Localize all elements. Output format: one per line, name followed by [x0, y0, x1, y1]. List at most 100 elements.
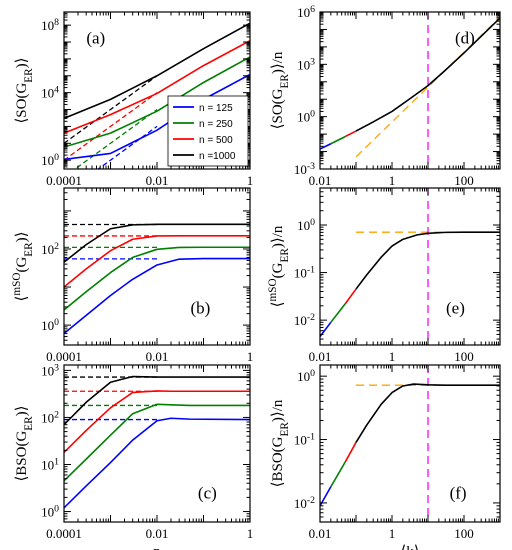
y-tick-label: 10-3: [294, 161, 315, 178]
x-tick-label: 0.01: [146, 173, 169, 188]
panel-label: (a): [86, 28, 105, 47]
legend-entry: n = 125: [199, 103, 233, 114]
axes-frame: [63, 364, 251, 523]
y-tick-label: 10-2: [294, 312, 315, 329]
x-tick-label: 0.01: [309, 526, 332, 541]
y-tick-label: 10-1: [294, 431, 315, 448]
x-tick-label: 0.01: [309, 349, 332, 364]
y-tick-label: 100: [41, 503, 59, 520]
y-tick-label: 106: [297, 4, 315, 21]
series-line-1: [64, 246, 250, 311]
series-line-3: [64, 22, 250, 120]
y-tick-label: 101: [41, 456, 59, 473]
x-tick-label: 1: [247, 173, 254, 188]
legend-entry: n =1000: [199, 151, 236, 162]
y-axis-label: ⟨BSO(GER)⟩: [14, 405, 35, 481]
x-tick-label: 1: [247, 349, 254, 364]
y-axis-label: ⟨SO(GER)⟩: [14, 57, 35, 123]
series-line-2: [344, 288, 357, 305]
panel-e: 0.01 1 100 10-2 10-1 100 ⟨mSO(GER)⟩/n (e): [267, 187, 501, 364]
x-axis-label: p: [153, 544, 161, 550]
panel-label: (c): [198, 483, 217, 502]
x-tick-label: 0.0001: [46, 349, 82, 364]
series-line-3: [64, 375, 250, 426]
y-tick-label: 100: [297, 368, 315, 385]
plot-area: [320, 12, 500, 169]
panel-f: 0.01 1 100 10-2 10-1 100 ⟨BSO(GER)⟩/n ⟨k⟩ (f): [270, 364, 501, 550]
reference-line-3: [64, 75, 158, 144]
series-line-1: [64, 56, 250, 148]
x-tick-label: 0.01: [146, 349, 169, 364]
series-line-3: [355, 231, 500, 290]
y-tick-label: 108: [41, 17, 59, 34]
series-line-1: [330, 303, 346, 323]
y-tick-label: 103: [41, 362, 59, 379]
x-tick-label: 0.01: [309, 173, 332, 188]
panel-label: (b): [190, 299, 210, 318]
x-tick-label: 100: [454, 349, 474, 364]
y-axis-label: ⟨SO(GER)⟩/n: [270, 51, 291, 129]
x-tick-label: 1: [247, 526, 254, 541]
series-line-2: [64, 390, 250, 454]
y-tick-label: 10-1: [294, 264, 315, 281]
y-tick-label: 102: [41, 240, 59, 256]
y-tick-label: 100: [41, 317, 59, 334]
panel-c: 0.0001 0.01 1 100 101 102 103 ⟨BSO(GER)⟩ p (c): [14, 362, 253, 550]
x-tick-label: 1: [389, 173, 396, 188]
legend: n = 125 n = 250 n = 500 n =1000: [167, 95, 249, 167]
y-tick-label: 100: [41, 152, 59, 169]
y-axis-label: ⟨mSO(GER)⟩/n: [267, 225, 291, 307]
series-line-3: [64, 223, 250, 263]
y-tick-label: 100: [297, 108, 315, 125]
reference-line-0: [355, 16, 500, 158]
panel-label: (e): [446, 299, 465, 318]
series-line-0: [64, 257, 250, 335]
y-axis-label: ⟨mSO(GER)⟩: [11, 231, 35, 301]
reference-line-1: [73, 109, 158, 169]
y-tick-label: 10-2: [294, 494, 315, 511]
series-line-2: [64, 39, 250, 134]
y-tick-label: 103: [297, 56, 315, 73]
y-axis-label: ⟨BSO(GER)⟩/n: [270, 399, 291, 487]
plot-area: [64, 223, 250, 335]
reference-line-0: [97, 125, 158, 169]
x-tick-label: 1: [389, 349, 396, 364]
legend-entry: n = 500: [199, 135, 233, 146]
legend-entry: n = 250: [199, 119, 233, 130]
series-line-0: [64, 417, 250, 509]
panel-label: (f): [450, 483, 467, 502]
series-line-2: [344, 130, 357, 138]
plot-area: [64, 22, 250, 169]
axes-frame: [319, 187, 501, 346]
panel-label: (d): [455, 28, 475, 47]
series-line-3: [355, 17, 500, 132]
series-line-0: [64, 73, 250, 161]
series-line-0: [320, 143, 332, 150]
reference-line-2: [64, 92, 158, 161]
series-line-1: [330, 135, 346, 145]
series-line-3: [355, 383, 500, 443]
panel-b: 0.0001 0.01 1 100 102 ⟨mSO(GER)⟩ (b): [11, 187, 254, 364]
y-tick-label: 102: [41, 409, 59, 426]
plot-area: [64, 375, 250, 509]
plot-area: [320, 365, 500, 522]
series-line-2: [344, 442, 357, 463]
series-line-1: [64, 403, 250, 482]
x-tick-label: 100: [454, 173, 474, 188]
x-tick-label: 0.0001: [46, 173, 82, 188]
y-tick-label: 100: [297, 217, 315, 234]
series-line-1: [330, 461, 346, 488]
series-line-2: [64, 234, 250, 288]
x-tick-label: 1: [389, 526, 396, 541]
x-tick-label: 100: [454, 526, 474, 541]
panel-d: 0.01 1 100 10-3 100 103 106 ⟨SO(GER)⟩/n (d): [270, 4, 501, 188]
axes-frame: [319, 364, 501, 523]
x-tick-label: 0.01: [146, 526, 169, 541]
x-tick-label: 0.0001: [46, 526, 82, 541]
plot-area: [320, 188, 500, 345]
x-axis-label: ⟨k⟩: [400, 544, 419, 550]
axes-frame: [63, 187, 251, 346]
y-tick-label: 104: [41, 84, 59, 101]
